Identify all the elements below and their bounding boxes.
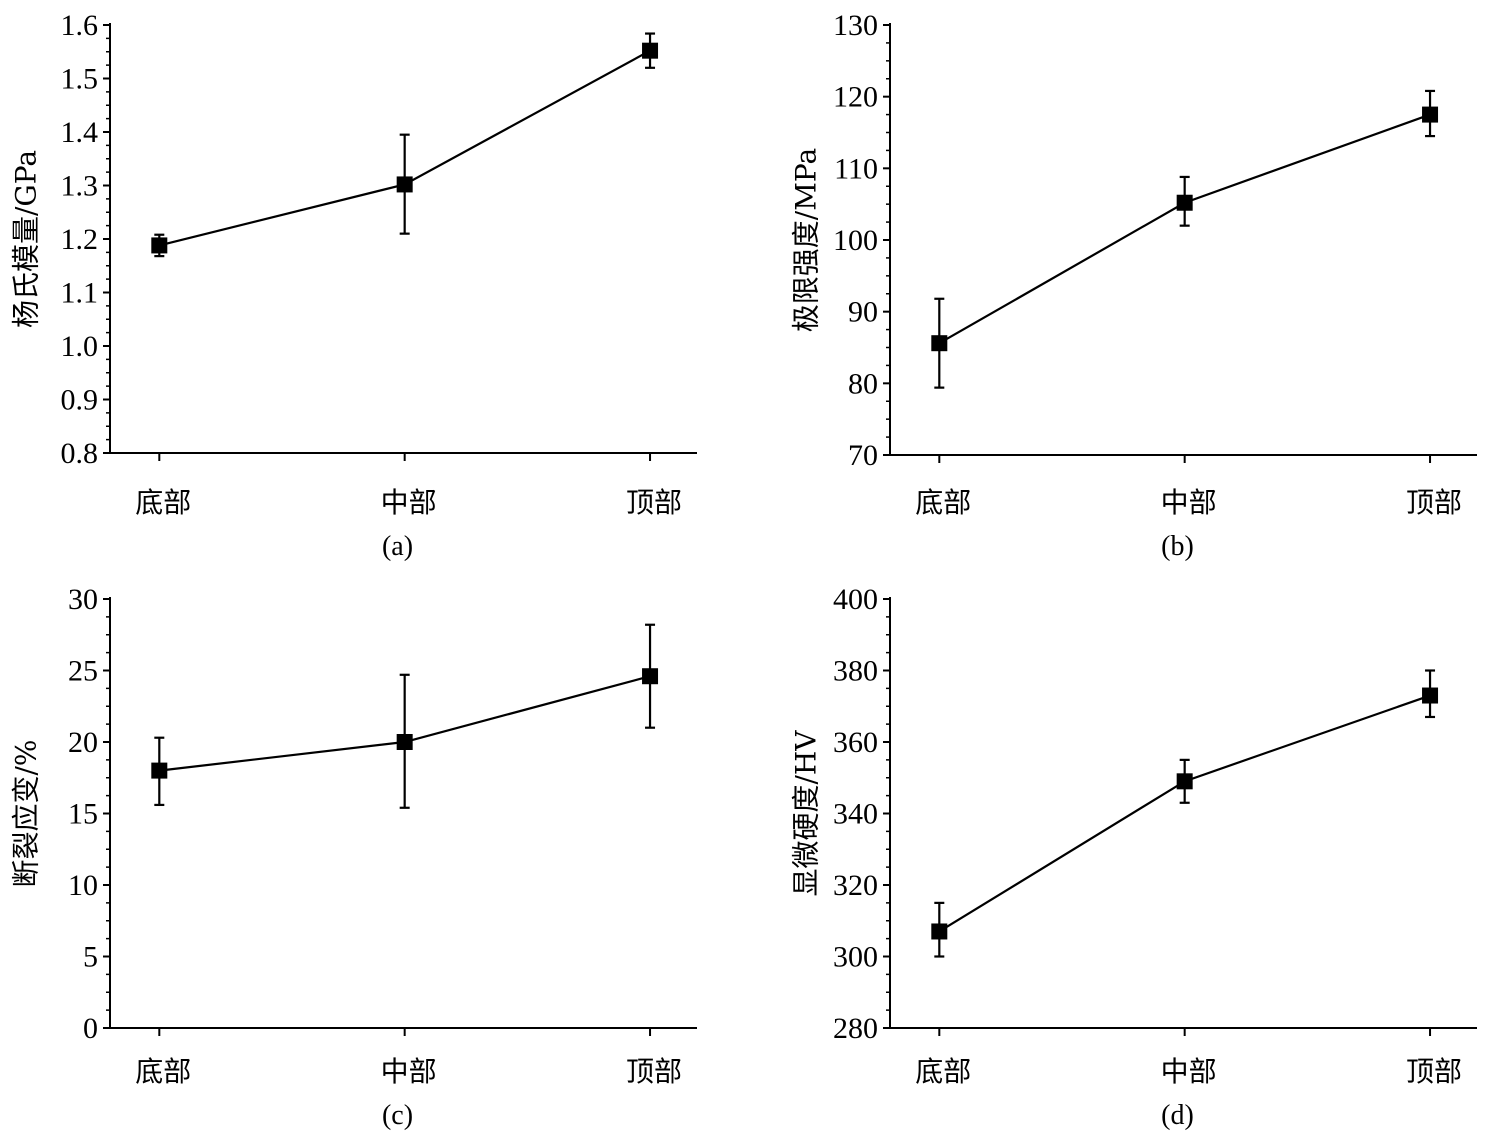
x-tick-label: 顶部 (1406, 1055, 1462, 1088)
series-line (938, 694, 1431, 933)
data-point (396, 734, 413, 750)
y-tick-label: 100 (833, 224, 878, 257)
y-axis-label: 极限强度/MPa (790, 148, 823, 332)
y-tick-label: 1.5 (61, 63, 99, 96)
y-tick-label: 110 (834, 152, 878, 185)
x-tick-label: 中部 (1161, 1055, 1217, 1088)
y-tick-label: 80 (848, 367, 878, 400)
y-tick-label: 340 (833, 798, 878, 831)
y-tick-label: 280 (833, 1012, 878, 1045)
series-line (938, 113, 1431, 345)
panel-label: (c) (382, 1100, 413, 1131)
y-tick-label: 1.0 (61, 330, 99, 363)
x-tick-label: 底部 (135, 1055, 191, 1088)
y-tick-label: 1.6 (61, 9, 99, 42)
y-tick-label: 5 (83, 941, 98, 974)
y-tick-label: 300 (833, 941, 878, 974)
panel-label: (b) (1161, 531, 1194, 562)
y-tick-label: 15 (68, 798, 98, 831)
y-tick-label: 120 (833, 81, 878, 114)
data-point (151, 237, 168, 254)
y-axis-label: 断裂应变/% (10, 739, 43, 887)
y-tick-label: 1.1 (61, 277, 99, 310)
data-point (642, 668, 659, 685)
y-tick-label: 380 (833, 655, 878, 688)
y-tick-label: 70 (848, 439, 878, 472)
y-tick-label: 0.8 (61, 437, 99, 470)
y-tick-label: 130 (833, 9, 878, 42)
x-tick-label: 顶部 (1406, 486, 1462, 519)
data-point (1176, 773, 1193, 790)
y-tick-label: 360 (833, 726, 878, 759)
data-point (931, 923, 948, 940)
chart-panel-2: 70 80 90 100 110 120 130 底部 中部 顶部 极限强度/MPa (b) (790, 9, 1477, 562)
chart-panel-4: 280 300 320 340 360 380 400 底部 中部 顶部 显微硬度/HV (d) (790, 583, 1477, 1131)
data-point (1176, 194, 1193, 211)
panel-label: (d) (1161, 1100, 1194, 1131)
y-tick-label: 30 (68, 583, 98, 616)
data-point (396, 176, 413, 193)
y-tick-label: 25 (68, 655, 98, 688)
chart-panel-3: 0 5 10 15 20 25 30 底部 中部 顶部 断裂应变/% (c) (10, 583, 697, 1131)
data-point (642, 42, 659, 59)
data-point (1422, 106, 1439, 123)
y-tick-label: 1.4 (61, 116, 99, 149)
x-tick-label: 中部 (381, 486, 437, 519)
x-tick-label: 中部 (381, 1055, 437, 1088)
y-tick-label: 320 (833, 869, 878, 902)
data-point (1422, 687, 1439, 704)
y-tick-label: 20 (68, 726, 98, 759)
x-tick-label: 顶部 (626, 1055, 682, 1088)
y-tick-label: 0.9 (61, 384, 99, 417)
y-tick-label: 1.3 (61, 170, 99, 203)
x-tick-label: 中部 (1161, 486, 1217, 519)
data-point (151, 762, 168, 779)
x-tick-label: 顶部 (626, 486, 682, 519)
y-axis-label: 杨氏模量/GPa (10, 150, 43, 328)
y-axis-label: 显微硬度/HV (790, 730, 823, 897)
x-tick-label: 底部 (135, 486, 191, 519)
y-tick-label: 90 (848, 296, 878, 329)
chart-panel-1: 0.8 0.9 1.0 1.1 1.2 1.3 1.4 1.5 1.6 底部 中部 顶部 杨氏模量/GP… (10, 9, 697, 562)
x-tick-label: 底部 (915, 1055, 971, 1088)
panel-label: (a) (382, 531, 413, 562)
y-tick-label: 1.2 (61, 223, 99, 256)
y-tick-label: 10 (68, 869, 98, 902)
x-tick-label: 底部 (915, 486, 971, 519)
y-tick-label: 400 (833, 583, 878, 616)
data-point (931, 335, 948, 352)
y-tick-label: 0 (83, 1012, 98, 1045)
